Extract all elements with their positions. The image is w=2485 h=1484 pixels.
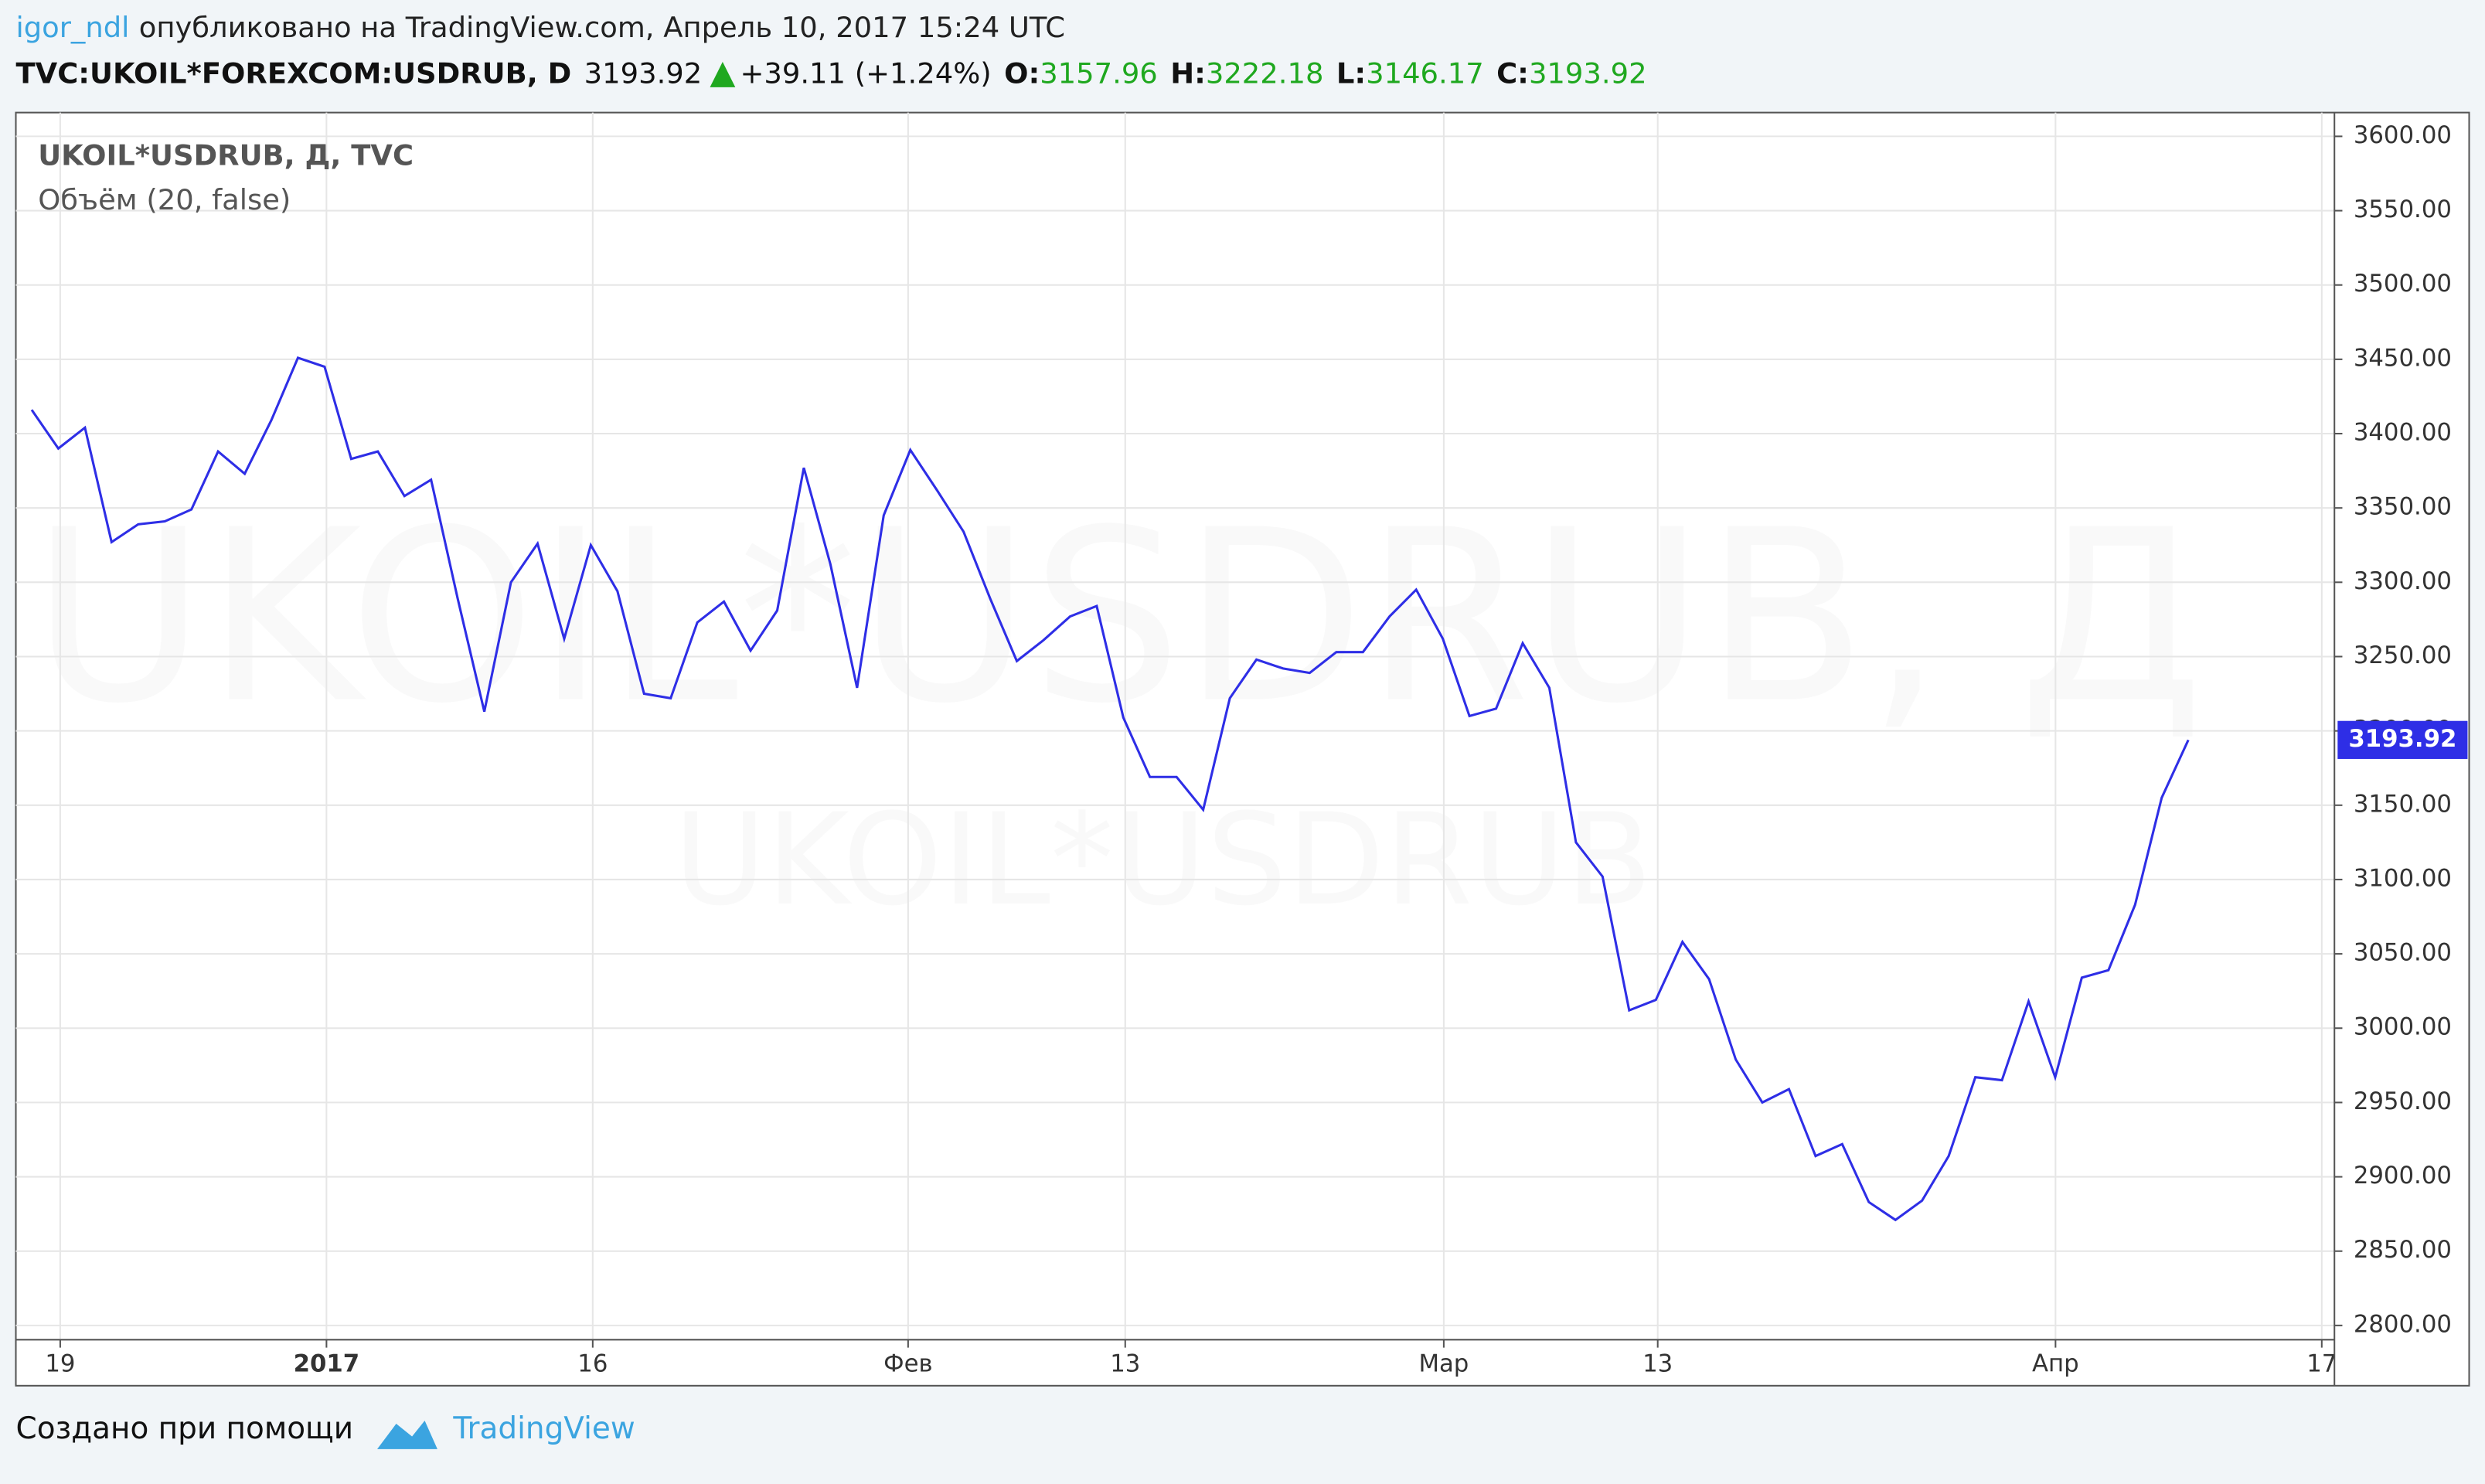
c: 3193.92 (1529, 56, 1647, 90)
x-tick-label: 16 (577, 1350, 608, 1378)
y-tick-label: 3600.00 (2354, 121, 2452, 149)
up-arrow (710, 62, 736, 87)
y-tick-label: 3350.00 (2354, 493, 2452, 521)
o: 3157.96 (1040, 56, 1158, 90)
y-tick-label: 3100.00 (2354, 864, 2452, 892)
y-tick-label: 2800.00 (2354, 1310, 2452, 1338)
chart-subtitle: Объём (20, false) (38, 183, 291, 216)
footer-text: Создано при помощи (16, 1411, 354, 1446)
user[interactable]: igor_ndl (16, 10, 130, 43)
y-tick-label: 3000.00 (2354, 1013, 2452, 1041)
y-tick-label: 3050.00 (2354, 939, 2452, 967)
footer-brand[interactable]: TradingView (452, 1411, 635, 1446)
watermark: UKOIL*USDRUB, Д (32, 478, 2204, 756)
x-tick-label: 17 (2306, 1350, 2337, 1378)
l: 3146.17 (1366, 56, 1484, 90)
y-tick-label: 3500.00 (2354, 270, 2452, 298)
l-label: L: (1336, 56, 1366, 90)
y-tick-label: 3300.00 (2354, 567, 2452, 595)
y-tick-label: 2850.00 (2354, 1236, 2452, 1264)
y-tick-label: 3450.00 (2354, 344, 2452, 372)
x-tick-label: 13 (1642, 1350, 1673, 1378)
chart-frame (15, 111, 2470, 1387)
logo-icon (376, 1420, 437, 1449)
header-line: igor_ndl опубликовано на TradingView.com,… (16, 10, 1066, 43)
chart: UKOIL*USDRUB, Д UKOIL*USDRUB 19 2017 16 Фев 13… (15, 111, 2470, 1387)
published: опубликовано на TradingView.com, Апрель … (139, 10, 1065, 43)
y-tick-label: 3150.00 (2354, 790, 2452, 818)
x-tick-label: Фев (883, 1350, 933, 1378)
y-tick-label: 3250.00 (2354, 642, 2452, 669)
o-label: O: (1004, 56, 1040, 90)
c-label: C: (1496, 56, 1529, 90)
symbol: TVC:UKOIL*FOREXCOM:USDRUB, D (16, 56, 572, 90)
price-badge-label: 3193.92 (2348, 725, 2456, 753)
y-tick-label: 2950.00 (2354, 1087, 2452, 1115)
change: +39.11 (+1.24%) (740, 56, 991, 90)
x-tick-label: 19 (45, 1350, 75, 1378)
price-badge (2337, 720, 2468, 759)
h: 3222.18 (1206, 56, 1324, 90)
y-tick-label: 3550.00 (2354, 196, 2452, 223)
x-tick-label: 2017 (294, 1350, 360, 1378)
chart-title: UKOIL*USDRUB, Д, TVC (38, 139, 414, 172)
x-tick-label: 13 (1110, 1350, 1140, 1378)
tv-logo (376, 1420, 437, 1449)
x-tick-label: Мар (1418, 1350, 1469, 1378)
h-label: H: (1170, 56, 1206, 90)
symbol-line: TVC:UKOIL*FOREXCOM:USDRUB, D 3193.92 +39.1… (16, 56, 1647, 90)
x-tick-label: Апр (2032, 1350, 2079, 1378)
last: 3193.92 (584, 56, 703, 90)
price-line (30, 356, 2190, 1222)
y-tick-label: 2900.00 (2354, 1162, 2452, 1190)
y-tick-label: 3400.00 (2354, 419, 2452, 447)
watermark: UKOIL*USDRUB (673, 786, 1652, 934)
